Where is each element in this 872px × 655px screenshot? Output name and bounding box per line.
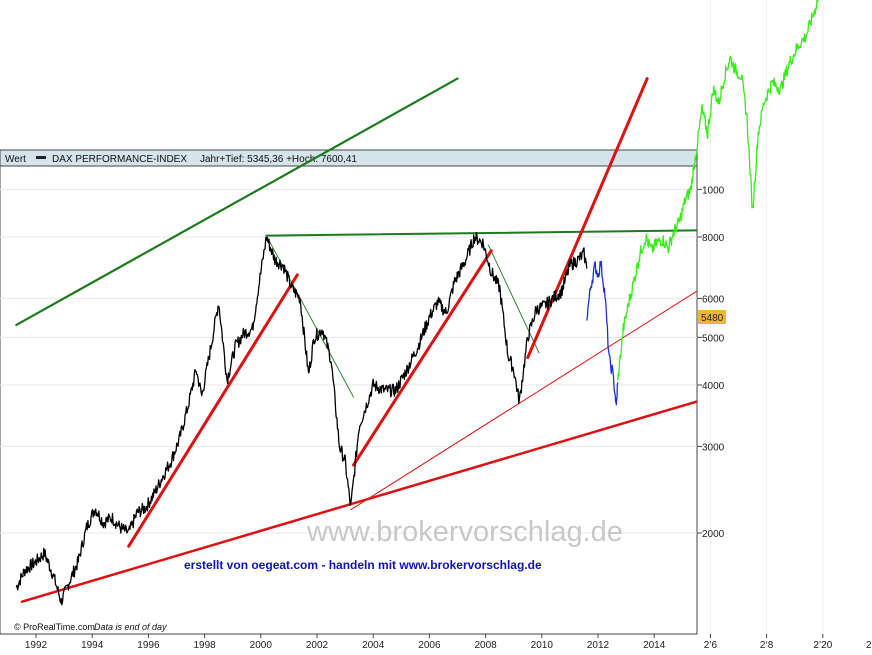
- credit-text: erstellt von oegeat.com - handeln mit ww…: [184, 558, 542, 572]
- x-tick-label: 2’6: [704, 640, 718, 651]
- trend-line: [265, 235, 354, 398]
- header-series-name: DAX PERFORMANCE-INDEX: [52, 154, 187, 165]
- trend-line: [15, 77, 459, 327]
- current-value-text: 5480: [701, 313, 724, 324]
- trend-line: [350, 290, 697, 511]
- y-tick-label: 4000: [702, 381, 725, 392]
- x-tick-label: 2000: [250, 640, 273, 651]
- footer-note: Data is end of day: [94, 622, 167, 632]
- x-axis: 1992 1994 1996 1998 2000 2002 2004 2006 2008 2010…: [25, 634, 872, 651]
- chart-header-bar: [0, 149, 698, 167]
- y-axis: 2000 3000 4000 5000 6000 8000 1000: [697, 185, 725, 540]
- header-stats: Jahr+Tief: 5345,36 +Hoch: 7600,41: [200, 154, 357, 165]
- header-label: Wert: [5, 154, 26, 165]
- x-tick-label: 1996: [137, 640, 160, 651]
- x-tick-label: 2010: [531, 640, 554, 651]
- trend-lines: [15, 77, 698, 603]
- y-tick-label: 8000: [702, 233, 725, 244]
- y-tick-label: 3000: [702, 442, 725, 453]
- y-tick-label: 1000: [702, 185, 725, 196]
- current-value-badge: [698, 310, 726, 324]
- x-tick-label: 2014: [643, 640, 666, 651]
- trend-line: [127, 273, 299, 548]
- x-tick-label: 2008: [474, 640, 497, 651]
- price-series: [15, 0, 819, 606]
- grid: [0, 0, 824, 634]
- x-tick-label: 2’20: [813, 640, 832, 651]
- series-line: [15, 231, 588, 606]
- y-tick-label: 2000: [702, 529, 725, 540]
- x-tick-label: 1998: [193, 640, 216, 651]
- trend-line: [352, 249, 493, 467]
- series-line: [586, 260, 619, 406]
- x-tick-label: 2‘8: [760, 640, 774, 651]
- x-tick-label: 2: [866, 640, 872, 651]
- x-tick-label: 1992: [25, 640, 48, 651]
- trend-line: [20, 400, 698, 603]
- y-tick-label: 5000: [702, 333, 725, 344]
- trend-line: [526, 77, 649, 359]
- series-legend-swatch: [36, 156, 46, 159]
- x-tick-label: 2002: [306, 640, 329, 651]
- y-tick-label: 6000: [702, 294, 725, 305]
- x-tick-label: 2004: [362, 640, 385, 651]
- trend-line: [487, 244, 540, 354]
- watermark: www.brokervorschlag.de: [306, 516, 623, 548]
- x-tick-label: 1994: [81, 640, 104, 651]
- footer-source: © ProRealTime.com: [14, 622, 95, 632]
- x-tick-label: 2012: [587, 640, 610, 651]
- x-tick-label: 2006: [418, 640, 441, 651]
- series-line: [617, 0, 819, 381]
- trend-line: [265, 229, 698, 237]
